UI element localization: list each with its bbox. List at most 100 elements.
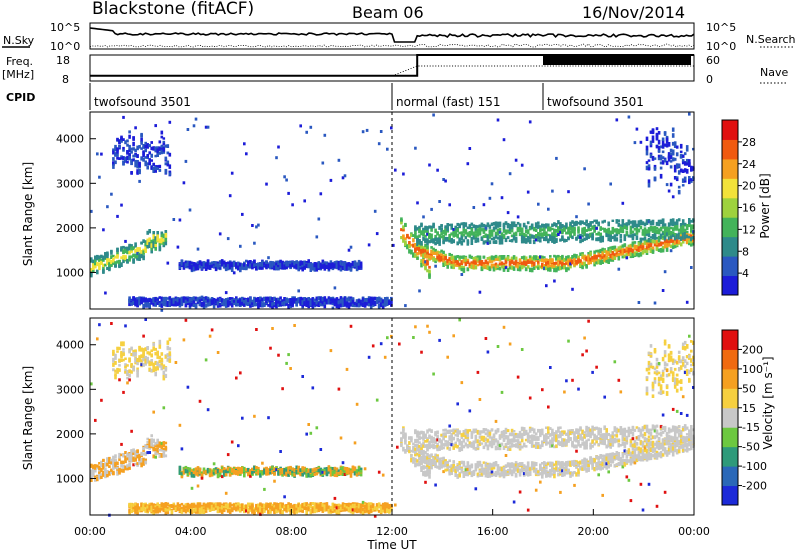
scatter-cell	[162, 447, 166, 452]
scatter-cell	[692, 236, 695, 240]
scatter-cell	[371, 303, 375, 307]
scatter-cell	[539, 265, 542, 269]
scatter-cell	[146, 440, 150, 444]
scatter-cell	[162, 441, 166, 444]
scatter-cell	[206, 506, 210, 510]
scatter-cell	[329, 260, 333, 265]
scatter-cell	[430, 225, 433, 229]
scatter-cell	[257, 297, 260, 301]
scatter-cell	[130, 453, 133, 458]
scatter-cell	[168, 296, 172, 301]
scatter-cell	[162, 443, 166, 447]
scatter-cell	[474, 266, 478, 270]
scatter-cell	[547, 233, 550, 237]
scatter-cell	[136, 358, 139, 362]
scatter-cell	[164, 441, 168, 445]
scatter-cell	[218, 303, 222, 308]
scatter-cell	[142, 303, 145, 309]
scatter-cell	[160, 144, 164, 148]
scatter-cell	[561, 230, 564, 233]
scatter-cell	[496, 266, 500, 270]
scatter-cell	[520, 256, 524, 259]
scatter-cell	[677, 189, 681, 195]
scatter-cell	[160, 352, 164, 356]
scatter-cell	[422, 230, 425, 234]
scatter-cell	[226, 237, 230, 241]
scatter-cell	[146, 238, 150, 242]
scatter-cell	[283, 300, 286, 304]
scatter-cell	[232, 467, 236, 470]
scatter-cell	[627, 115, 631, 119]
scatter-cell	[138, 357, 141, 363]
scatter-cell	[504, 261, 508, 264]
scatter-cell	[480, 261, 484, 266]
scatter-cell	[494, 255, 498, 260]
scatter-cell	[547, 258, 550, 263]
scatter-cell	[317, 302, 321, 307]
scatter-cell	[148, 438, 152, 443]
scatter-cell	[92, 464, 95, 469]
scatter-cell	[309, 125, 313, 129]
scatter-cell	[114, 458, 117, 463]
scatter-cell	[98, 475, 101, 480]
scatter-cell	[144, 359, 148, 364]
scatter-cell	[597, 259, 601, 264]
scatter-cell	[357, 302, 361, 308]
scatter-cell	[108, 460, 111, 464]
scatter-cell	[144, 347, 148, 352]
scatter-cell	[94, 464, 97, 468]
scatter-cell	[581, 256, 584, 259]
scatter-cell	[543, 258, 546, 262]
freq-left-tick-top: 18	[56, 54, 70, 67]
scatter-cell	[424, 228, 427, 233]
scatter-cell	[206, 264, 210, 270]
power-colorbar-label: Power [dB]	[758, 173, 772, 238]
scatter-cell	[579, 262, 582, 268]
scatter-cell	[122, 460, 125, 465]
scatter-cell	[92, 473, 95, 478]
scatter-cell	[488, 196, 492, 200]
scatter-cell	[530, 263, 534, 267]
scatter-cell	[148, 304, 152, 309]
scatter-cell	[98, 471, 101, 474]
noise-right-tick-top: 10^5	[706, 21, 736, 34]
scatter-cell	[289, 298, 292, 301]
scatter-cell	[156, 439, 160, 444]
scatter-cell	[456, 261, 460, 265]
scatter-cell	[166, 163, 170, 167]
scatter-cell	[162, 150, 166, 154]
scatter-cell	[653, 301, 657, 305]
scatter-cell	[152, 297, 156, 301]
scatter-cell	[297, 297, 301, 302]
scatter-cell	[309, 265, 313, 270]
scatter-cell	[510, 239, 514, 243]
scatter-cell	[681, 231, 685, 235]
scatter-cell	[343, 302, 347, 307]
scatter-cell	[613, 234, 617, 240]
scatter-cell	[653, 225, 657, 231]
scatter-cell	[685, 158, 689, 164]
scatter-cell	[478, 227, 482, 231]
scatter-cell	[120, 262, 123, 267]
scatter-cell	[637, 242, 641, 246]
scatter-cell	[688, 176, 691, 181]
scatter-cell	[245, 301, 248, 306]
scatter-cell	[150, 299, 154, 304]
scatter-cell	[424, 246, 427, 251]
scatter-cell	[271, 302, 274, 306]
scatter-cell	[683, 168, 687, 173]
scatter-cell	[202, 509, 206, 514]
scatter-cell	[309, 264, 313, 268]
scatter-cell	[424, 225, 427, 230]
scatter-cell	[164, 366, 168, 372]
scatter-cell	[243, 142, 246, 146]
scatter-cell	[484, 234, 488, 238]
scatter-cell	[134, 298, 137, 302]
scatter-cell	[180, 502, 184, 506]
scatter-cell	[669, 152, 673, 156]
scatter-cell	[164, 156, 168, 161]
scatter-cell	[518, 259, 522, 262]
scatter-cell	[92, 468, 95, 472]
scatter-cell	[643, 249, 647, 254]
scatter-cell	[653, 228, 657, 234]
